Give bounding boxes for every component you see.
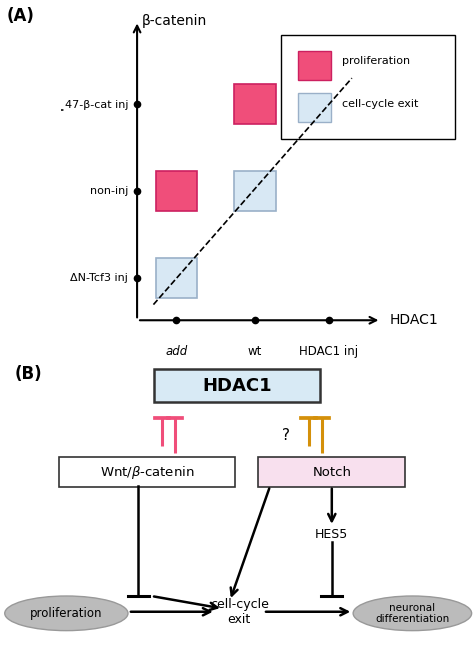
Text: (B): (B) xyxy=(14,364,42,383)
Text: proliferation: proliferation xyxy=(30,607,102,620)
Text: Wnt/$\beta$-catenin: Wnt/$\beta$-catenin xyxy=(100,464,194,481)
Text: ?: ? xyxy=(282,428,290,443)
Text: cell-cycle
exit: cell-cycle exit xyxy=(210,598,269,626)
Bar xyxy=(155,172,197,212)
Bar xyxy=(299,93,331,122)
Text: (A): (A) xyxy=(6,7,34,25)
Text: proliferation: proliferation xyxy=(342,56,410,66)
Bar xyxy=(234,172,275,212)
Text: ΔN-Tcf3 inj: ΔN-Tcf3 inj xyxy=(71,273,128,283)
Bar xyxy=(234,84,275,125)
Text: HDAC1: HDAC1 xyxy=(202,377,272,395)
Text: HDAC1: HDAC1 xyxy=(390,314,439,327)
Text: β-catenin: β-catenin xyxy=(141,13,207,27)
Text: add: add xyxy=(165,344,187,358)
Ellipse shape xyxy=(5,596,128,630)
Bar xyxy=(299,51,331,80)
Ellipse shape xyxy=(353,596,472,630)
FancyBboxPatch shape xyxy=(154,369,320,402)
Text: Notch: Notch xyxy=(312,466,351,479)
Bar xyxy=(281,35,456,139)
Text: neuronal
differentiation: neuronal differentiation xyxy=(375,602,449,624)
Text: ͇47-β-cat inj: ͇47-β-cat inj xyxy=(65,98,128,110)
Bar xyxy=(308,84,350,125)
Text: HDAC1 inj: HDAC1 inj xyxy=(300,344,358,358)
FancyBboxPatch shape xyxy=(258,458,405,487)
Text: wt: wt xyxy=(247,344,262,358)
Text: HES5: HES5 xyxy=(315,528,348,541)
Bar xyxy=(155,259,197,299)
FancyBboxPatch shape xyxy=(59,458,235,487)
Text: cell-cycle exit: cell-cycle exit xyxy=(342,99,419,109)
Text: non-inj: non-inj xyxy=(90,186,128,196)
